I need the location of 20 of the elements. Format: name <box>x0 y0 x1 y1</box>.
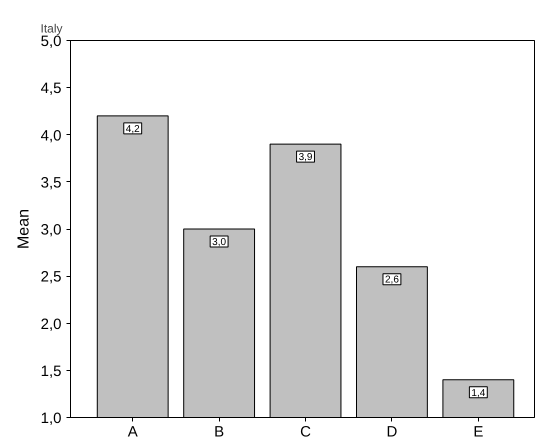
y-axis-title: Mean <box>16 208 33 250</box>
data-label: 2,6 <box>384 274 400 286</box>
data-label: 3,9 <box>298 152 313 164</box>
x-tick-label: A <box>128 424 138 440</box>
y-tick-label: 3,0 <box>40 222 62 238</box>
x-tick-label: B <box>214 424 224 440</box>
x-tick-label: D <box>386 424 398 440</box>
y-tick-label: 4,0 <box>40 127 62 144</box>
data-label: 4,2 <box>126 124 140 135</box>
x-tick-label: E <box>473 424 484 440</box>
data-label: 3,0 <box>212 237 227 248</box>
y-tick-label: 3,5 <box>40 174 62 192</box>
y-tick-label: 2,0 <box>40 316 62 333</box>
data-label: 1,4 <box>471 388 486 399</box>
chart-title: Italy <box>40 22 63 36</box>
y-tick-label: 1,0 <box>40 410 62 427</box>
y-tick-label: 2,5 <box>40 268 62 286</box>
x-tick-label: C <box>300 424 312 440</box>
y-tick-label: 4,5 <box>40 80 62 98</box>
y-tick-label: 1,5 <box>40 362 62 380</box>
